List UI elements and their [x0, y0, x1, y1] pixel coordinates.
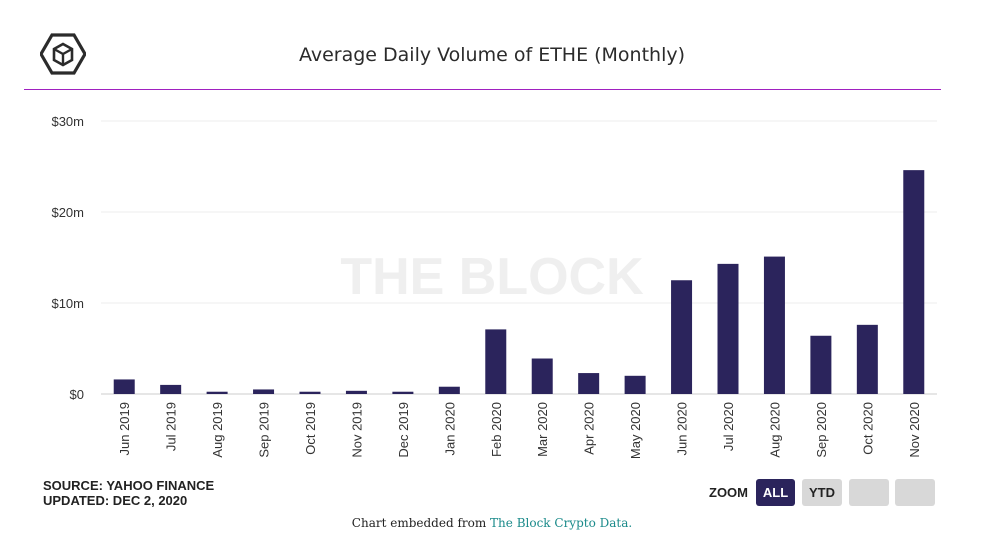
zoom-button-blank[interactable]	[895, 479, 935, 506]
embed-credit: Chart embedded from The Block Crypto Dat…	[0, 516, 984, 530]
source-note: SOURCE: YAHOO FINANCE UPDATED: DEC 2, 20…	[43, 478, 214, 508]
bar[interactable]	[531, 358, 553, 394]
watermark: THE BLOCK	[340, 248, 644, 306]
zoom-ytd-button[interactable]: YTD	[802, 479, 842, 506]
x-tick-label: Jul 2019	[164, 402, 179, 451]
bar[interactable]	[717, 263, 739, 394]
y-tick-label: $10m	[51, 296, 84, 311]
x-tick-label: Jun 2019	[117, 402, 132, 456]
bar[interactable]	[903, 170, 925, 394]
x-tick-label: Oct 2020	[860, 402, 875, 455]
the-block-cube-logo-icon[interactable]	[40, 33, 86, 75]
zoom-all-button[interactable]: ALL	[756, 479, 795, 506]
x-tick-label: Sep 2020	[814, 402, 829, 458]
bar[interactable]	[438, 386, 460, 394]
bar[interactable]	[345, 390, 367, 394]
y-tick-label: $30m	[51, 114, 84, 129]
x-tick-label: Oct 2019	[303, 402, 318, 455]
updated-label: UPDATED: DEC 2, 2020	[43, 493, 188, 508]
y-tick-label: $20m	[51, 205, 84, 220]
embed-link[interactable]: The Block Crypto Data.	[490, 516, 633, 530]
bar[interactable]	[624, 375, 646, 394]
bar[interactable]	[160, 384, 182, 394]
x-axis-tick-labels: Jun 2019 Jul 2019 Aug 2019 Sep 2019 Oct 2019…	[117, 402, 922, 459]
x-tick-label: Jan 2020	[442, 402, 457, 456]
bar[interactable]	[113, 379, 135, 394]
bar[interactable]	[856, 324, 878, 394]
chart-title: Average Daily Volume of ETHE (Monthly)	[298, 44, 686, 66]
bar[interactable]	[810, 335, 832, 394]
zoom-button-blank[interactable]	[849, 479, 889, 506]
zoom-label: ZOOM	[709, 485, 748, 500]
x-tick-label: Feb 2020	[489, 402, 504, 457]
y-axis-tick-labels: $0 $10m $20m $30m	[51, 114, 84, 402]
bar[interactable]	[206, 391, 228, 394]
x-tick-label: May 2020	[628, 402, 643, 459]
x-tick-label: Dec 2019	[396, 402, 411, 458]
bar[interactable]	[671, 280, 693, 394]
source-label: SOURCE: YAHOO FINANCE	[43, 478, 215, 493]
x-tick-label: Sep 2019	[257, 402, 272, 458]
x-tick-label: Jun 2020	[675, 402, 690, 456]
x-tick-label: Aug 2019	[210, 402, 225, 458]
grid-lines	[101, 120, 937, 395]
y-tick-label: $0	[70, 387, 84, 402]
bar[interactable]	[578, 373, 600, 394]
embed-prefix: Chart embedded from	[351, 516, 491, 530]
bar[interactable]	[392, 391, 414, 394]
x-tick-label: Aug 2020	[767, 402, 782, 458]
bar[interactable]	[253, 389, 275, 394]
title-divider	[24, 89, 941, 90]
bar[interactable]	[485, 329, 507, 394]
x-tick-label: Nov 2019	[349, 402, 364, 458]
bar[interactable]	[763, 256, 785, 394]
x-tick-label: Mar 2020	[535, 402, 550, 457]
x-tick-label: Nov 2020	[907, 402, 922, 458]
bar-series	[113, 170, 925, 394]
x-tick-label: Apr 2020	[582, 402, 597, 455]
x-tick-label: Jul 2020	[721, 402, 736, 451]
bar[interactable]	[299, 391, 321, 394]
